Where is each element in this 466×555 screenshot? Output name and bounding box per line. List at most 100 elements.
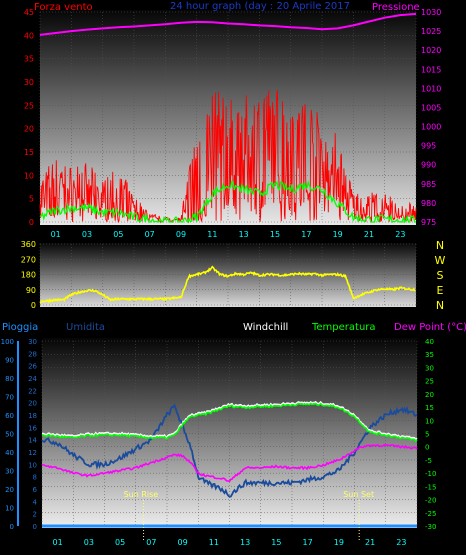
wind-tick-label: 10 xyxy=(24,171,34,180)
direction-series xyxy=(39,265,416,304)
compass-label: N xyxy=(436,299,444,312)
wind-tick-label: 0 xyxy=(29,218,34,227)
wind-tick-label: 45 xyxy=(24,8,34,17)
hour-tick-label: 21 xyxy=(365,538,375,547)
humidity-tick-label: 4 xyxy=(33,498,38,506)
wind-axis-title: Forza vento xyxy=(34,2,93,13)
temperature-tick-label: -20 xyxy=(425,497,436,505)
weather-chart: Pioggia Umidita Windchill Temperatura De… xyxy=(1,322,466,547)
hour-tick-label: 09 xyxy=(176,230,186,239)
humidity-axis-title: Umidita xyxy=(66,322,105,333)
hour-tick-label: 13 xyxy=(240,538,250,547)
temperature-tick-label: 10 xyxy=(425,417,434,425)
rain-tick-label: 40 xyxy=(5,449,14,457)
hour-tick-label: 11 xyxy=(209,538,219,547)
temperature-tick-label: -15 xyxy=(425,483,436,491)
dewpoint-line xyxy=(41,443,418,483)
hour-tick-label: 05 xyxy=(115,538,125,547)
pressure-tick-label: 1010 xyxy=(421,84,441,93)
temperature-tick-label: -30 xyxy=(425,523,436,531)
wind-tick-label: 25 xyxy=(24,101,34,110)
wind-tick-labels: 0510152025303540459759809859909951000100… xyxy=(24,8,442,239)
pressure-tick-label: 1000 xyxy=(421,123,441,132)
hour-tick-label: 09 xyxy=(178,538,188,547)
temperature-legend: Temperatura xyxy=(311,322,376,333)
temperature-tick-label: -10 xyxy=(425,470,436,478)
rain-tick-label: 100 xyxy=(1,338,14,346)
rain-tick-label: 60 xyxy=(5,412,14,420)
temperature-tick-label: 40 xyxy=(425,338,434,346)
compass-label: E xyxy=(437,284,444,297)
wind-tick-label: 35 xyxy=(24,55,34,64)
humidity-tick-label: 18 xyxy=(28,412,37,420)
compass-label: W xyxy=(435,254,446,267)
temperature-tick-label: 20 xyxy=(425,391,434,399)
direction-tick-label: 0 xyxy=(31,301,36,310)
sun-markers: Sun Rise Sun Set xyxy=(124,490,374,540)
pressure-tick-label: 1020 xyxy=(421,46,441,55)
wind-series xyxy=(39,12,417,224)
wind-tick-label: 30 xyxy=(24,78,34,87)
pressure-tick-label: 995 xyxy=(421,142,436,151)
humidity-tick-label: 6 xyxy=(33,486,38,494)
hour-tick-label: 01 xyxy=(53,538,63,547)
wind-tick-label: 40 xyxy=(24,31,34,40)
pressure-tick-label: 1005 xyxy=(421,103,441,112)
direction-tick-label: 180 xyxy=(21,271,36,280)
hour-tick-label: 19 xyxy=(333,230,343,239)
pressure-axis-title: Pressione xyxy=(372,2,420,13)
humidity-tick-label: 26 xyxy=(28,363,37,371)
compass-label: S xyxy=(437,269,444,282)
humidity-tick-label: 10 xyxy=(28,461,37,469)
pressure-tick-label: 1025 xyxy=(421,27,441,36)
rain-tick-label: 10 xyxy=(5,505,14,513)
wind-grid xyxy=(39,11,417,223)
hour-tick-label: 11 xyxy=(207,230,217,239)
pressure-tick-label: 1030 xyxy=(421,8,441,17)
hour-tick-label: 21 xyxy=(364,230,374,239)
wind-gust-line xyxy=(39,179,416,224)
humidity-tick-label: 16 xyxy=(28,424,37,432)
temperature-tick-label: -5 xyxy=(425,457,432,465)
pressure-tick-label: 990 xyxy=(421,161,436,170)
rain-tick-label: 80 xyxy=(5,375,14,383)
humidity-tick-label: 20 xyxy=(28,400,37,408)
humidity-tick-label: 12 xyxy=(28,449,37,457)
rain-tick-label: 0 xyxy=(10,523,14,531)
humidity-tick-label: 28 xyxy=(28,350,37,358)
rain-axis-title: Pioggia xyxy=(2,322,38,333)
dewpoint-legend: Dew Point (°C) xyxy=(394,322,466,333)
wind-tick-label: 5 xyxy=(29,195,34,204)
rain-tick-label: 30 xyxy=(5,468,14,476)
temperature-tick-label: -25 xyxy=(425,510,436,518)
hour-tick-label: 15 xyxy=(270,230,280,239)
hour-tick-label: 03 xyxy=(84,538,94,547)
humidity-tick-label: 8 xyxy=(33,474,37,482)
hour-tick-label: 17 xyxy=(301,230,311,239)
hour-tick-label: 17 xyxy=(303,538,313,547)
hour-tick-label: 03 xyxy=(82,230,92,239)
hour-tick-label: 19 xyxy=(334,538,344,547)
hour-tick-label: 05 xyxy=(113,230,123,239)
humidity-tick-label: 2 xyxy=(33,511,37,519)
sunset-label: Sun Set xyxy=(343,490,374,499)
wind-pressure-chart: 0510152025303540459759809859909951000100… xyxy=(24,1,442,239)
temperature-line xyxy=(41,402,418,443)
rain-tick-label: 50 xyxy=(5,431,14,439)
wind-direction-line xyxy=(39,265,416,304)
windchill-legend: Windchill xyxy=(243,322,288,333)
temperature-tick-label: 15 xyxy=(425,404,434,412)
humidity-tick-label: 0 xyxy=(33,523,37,531)
hour-tick-label: 07 xyxy=(146,538,156,547)
pressure-tick-label: 980 xyxy=(421,199,436,208)
pressure-tick-label: 1015 xyxy=(421,65,441,74)
wind-speed-line xyxy=(39,90,417,224)
direction-tick-label: 270 xyxy=(21,255,36,264)
temperature-tick-label: 0 xyxy=(425,444,429,452)
hour-tick-label: 23 xyxy=(395,230,405,239)
humidity-tick-label: 30 xyxy=(28,338,37,346)
windchill-line xyxy=(41,400,418,441)
